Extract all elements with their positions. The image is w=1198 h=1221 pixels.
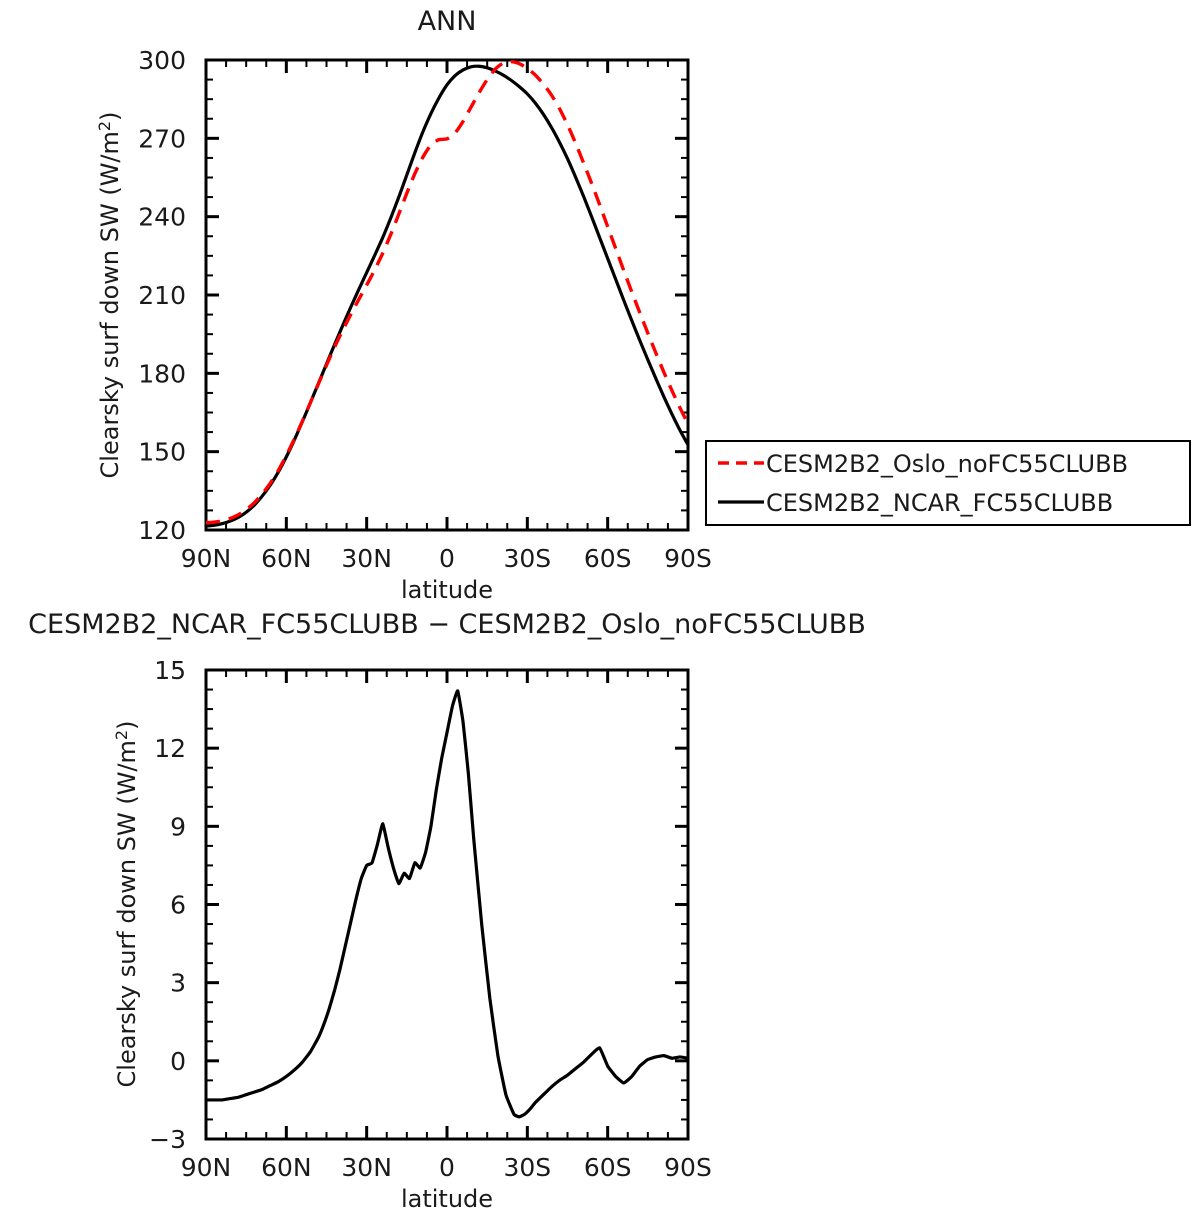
legend-label-ncar: CESM2B2_NCAR_FC55CLUBB	[766, 489, 1113, 517]
top-panel-xtick-labels: 90N 60N 30N 0 30S 60S 90S	[181, 544, 712, 573]
bottom-panel-ticks	[204, 668, 690, 1141]
bottom-y-axis-superscript: 2	[112, 730, 131, 740]
x-tick-label: 90N	[181, 1153, 232, 1182]
y-tick-label: 150	[138, 438, 186, 467]
bottom-y-axis-title-suffix: )	[113, 721, 141, 730]
y-tick-label: 12	[154, 734, 186, 763]
y-tick-label: −3	[149, 1125, 186, 1154]
bottom-y-axis-title-text: Clearsky surf down SW (W/m	[113, 740, 141, 1087]
top-panel-y-axis-title: Clearsky surf down SW (W/m2)	[95, 112, 124, 479]
series-line-ncar-top	[204, 64, 690, 528]
top-y-axis-superscript: 2	[95, 121, 114, 131]
y-tick-label: 120	[138, 516, 186, 545]
top-y-axis-title-suffix: )	[96, 112, 124, 121]
top-panel: ANN 120 150 180 210 240 270 300 90N 60N 30N 0 30S 6…	[95, 6, 712, 604]
top-panel-x-axis-title: latitude	[401, 576, 493, 604]
x-tick-label: 90S	[664, 1153, 712, 1182]
y-tick-label: 3	[170, 969, 186, 998]
x-tick-label: 30N	[341, 544, 392, 573]
x-tick-label: 90S	[664, 544, 712, 573]
svg-text:Clearsky surf down SW (W/m2): Clearsky surf down SW (W/m2)	[95, 112, 124, 479]
y-tick-label: 0	[170, 1047, 186, 1076]
bottom-panel-xtick-labels: 90N 60N 30N 0 30S 60S 90S	[181, 1153, 712, 1182]
x-tick-label: 90N	[181, 544, 232, 573]
top-panel-ticks	[204, 58, 690, 532]
y-tick-label: 300	[138, 46, 186, 75]
x-tick-label: 30S	[503, 1153, 551, 1182]
legend: CESM2B2_Oslo_noFC55CLUBB CESM2B2_NCAR_FC…	[705, 440, 1191, 526]
y-tick-label: 9	[170, 812, 186, 841]
x-tick-label: 60N	[261, 1153, 312, 1182]
bottom-panel-x-axis-title: latitude	[401, 1185, 493, 1213]
legend-box	[705, 440, 1191, 526]
top-panel-title: ANN	[418, 6, 477, 37]
x-tick-label: 0	[439, 1153, 455, 1182]
x-tick-label: 60S	[584, 1153, 632, 1182]
difference-panel-title: CESM2B2_NCAR_FC55CLUBB − CESM2B2_Oslo_no…	[28, 609, 866, 640]
top-y-axis-title-text: Clearsky surf down SW (W/m	[96, 131, 124, 478]
series-line-oslo-top	[205, 59, 690, 525]
y-tick-label: 210	[138, 281, 186, 310]
x-tick-label: 60N	[261, 544, 312, 573]
x-tick-label: 30S	[503, 544, 551, 573]
bottom-panel-y-axis-title: Clearsky surf down SW (W/m2)	[112, 721, 141, 1088]
x-tick-label: 30N	[341, 1153, 392, 1182]
y-tick-label: 240	[138, 203, 186, 232]
series-line-difference	[204, 689, 690, 1119]
bottom-panel: −3 0 3 6 9 12 15 90N 60N 30N 0 30S 60S 90S Clearsky …	[112, 656, 712, 1213]
y-tick-label: 6	[170, 891, 186, 920]
top-panel-ytick-labels: 120 150 180 210 240 270 300	[138, 46, 186, 545]
x-tick-label: 60S	[584, 544, 632, 573]
y-tick-label: 270	[138, 124, 186, 153]
x-tick-label: 0	[439, 544, 455, 573]
top-panel-axes	[204, 58, 690, 532]
y-tick-label: 15	[154, 656, 186, 685]
y-tick-label: 180	[138, 359, 186, 388]
legend-label-oslo: CESM2B2_Oslo_noFC55CLUBB	[766, 450, 1128, 478]
svg-text:Clearsky surf down SW (W/m2): Clearsky surf down SW (W/m2)	[112, 721, 141, 1088]
bottom-panel-ytick-labels: −3 0 3 6 9 12 15	[149, 656, 186, 1154]
